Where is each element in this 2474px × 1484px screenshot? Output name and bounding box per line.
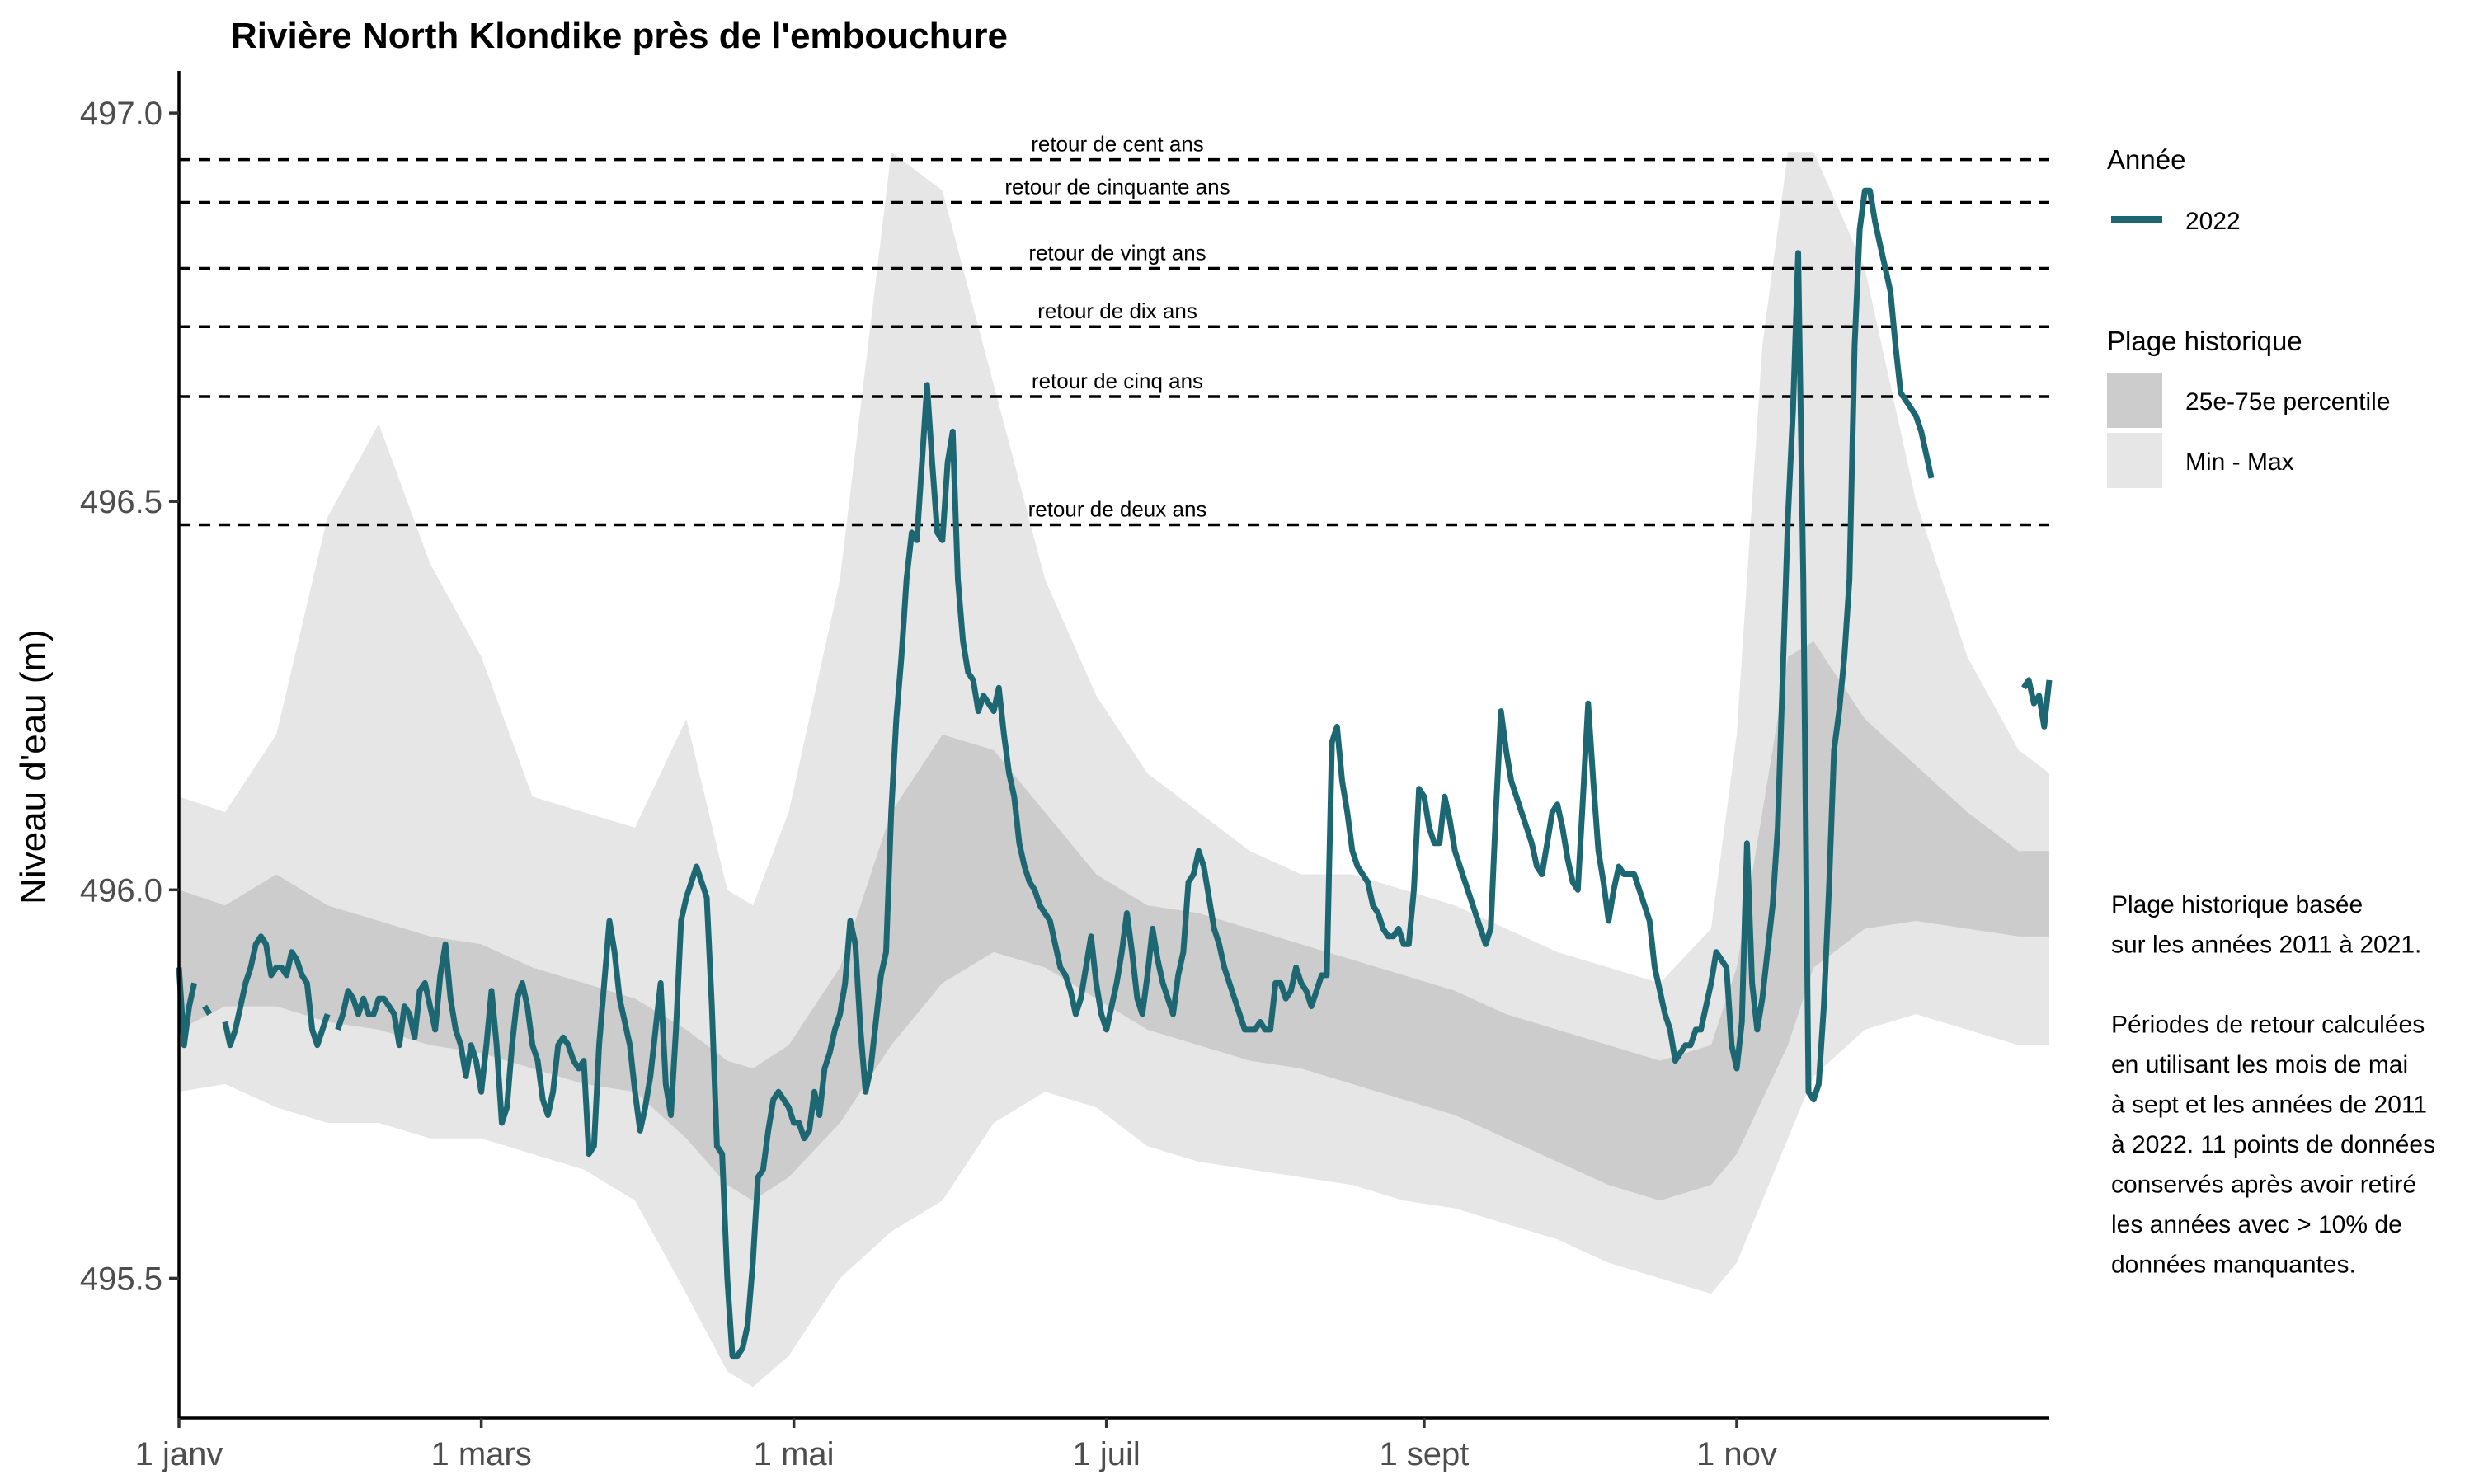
legend-label-2022: 2022 — [2185, 208, 2241, 235]
series-2022 — [176, 187, 2053, 1360]
x-tick-label-0: 1 janv — [135, 1436, 223, 1472]
note-line-3: Périodes de retour calculées — [2111, 1012, 2425, 1039]
return-period-label-4: retour de cinq ans — [1032, 369, 1203, 393]
y-tick-label-3: 497.0 — [80, 96, 162, 132]
x-tick-label-5: 1 nov — [1696, 1436, 1777, 1472]
return-period-label-3: retour de dix ans — [1037, 298, 1197, 323]
note-line-4: en utilisant les mois de mai — [2111, 1051, 2408, 1078]
note-line-9: données manquantes. — [2111, 1252, 2356, 1279]
legend-label-minmax: Min - Max — [2185, 448, 2294, 476]
historical-bands — [179, 152, 2049, 1388]
note-line-7: conservés après avoir retiré — [2111, 1172, 2416, 1199]
series-2022-segment-4 — [2020, 677, 2053, 730]
x-tick-label-3: 1 juil — [1073, 1436, 1141, 1472]
chart-note: Plage historique basée sur les années 201… — [2111, 891, 2435, 1279]
return-period-label-2: retour de vingt ans — [1028, 241, 1206, 265]
legend-label-percentile: 25e-75e percentile — [2185, 388, 2391, 416]
note-line-6: à 2022. 11 points de données — [2111, 1131, 2435, 1158]
y-tick-label-2: 496.5 — [80, 484, 162, 520]
note-line-5: à sept et les années de 2011 — [2111, 1092, 2427, 1119]
legend-key-minmax — [2107, 433, 2162, 488]
note-line-0: Plage historique basée — [2111, 891, 2363, 918]
y-tick-label-1: 496.0 — [80, 872, 162, 909]
note-line-8: les années avec > 10% de — [2111, 1211, 2402, 1238]
x-tick-label-2: 1 mai — [754, 1436, 835, 1472]
legend-title-range: Plage historique — [2107, 326, 2302, 356]
return-period-label-1: retour de cinquante ans — [1004, 174, 1230, 199]
band-percentile — [179, 641, 2049, 1201]
series-2022-segment-0 — [176, 967, 198, 1049]
series-2022-segment-1 — [202, 1004, 213, 1017]
return-period-lines: retour de cent ans retour de cinquante an… — [179, 132, 2049, 527]
series-2022-segment-3 — [335, 187, 1935, 1360]
axes: 495.5 496.0 496.5 497.0 1 janv 1 mars 1 mai 1 j… — [80, 71, 2049, 1472]
return-period-label-0: retour de cent ans — [1031, 132, 1204, 157]
return-period-label-5: retour de deux ans — [1028, 496, 1207, 521]
y-tick-label-0: 495.5 — [80, 1261, 162, 1297]
legend-title-year: Année — [2107, 144, 2185, 175]
note-line-1: sur les années 2011 à 2021. — [2111, 932, 2421, 959]
x-tick-label-4: 1 sept — [1379, 1436, 1469, 1472]
chart-title: Rivière North Klondike près de l'embouch… — [231, 16, 1008, 56]
x-tick-label-1: 1 mars — [430, 1436, 531, 1472]
series-2022-segment-2 — [222, 933, 331, 1049]
legend: Année 2022 Plage historique 25e-75e perc… — [2107, 144, 2391, 488]
y-axis-title: Niveau d'eau (m) — [13, 629, 54, 904]
legend-key-percentile — [2107, 373, 2162, 428]
